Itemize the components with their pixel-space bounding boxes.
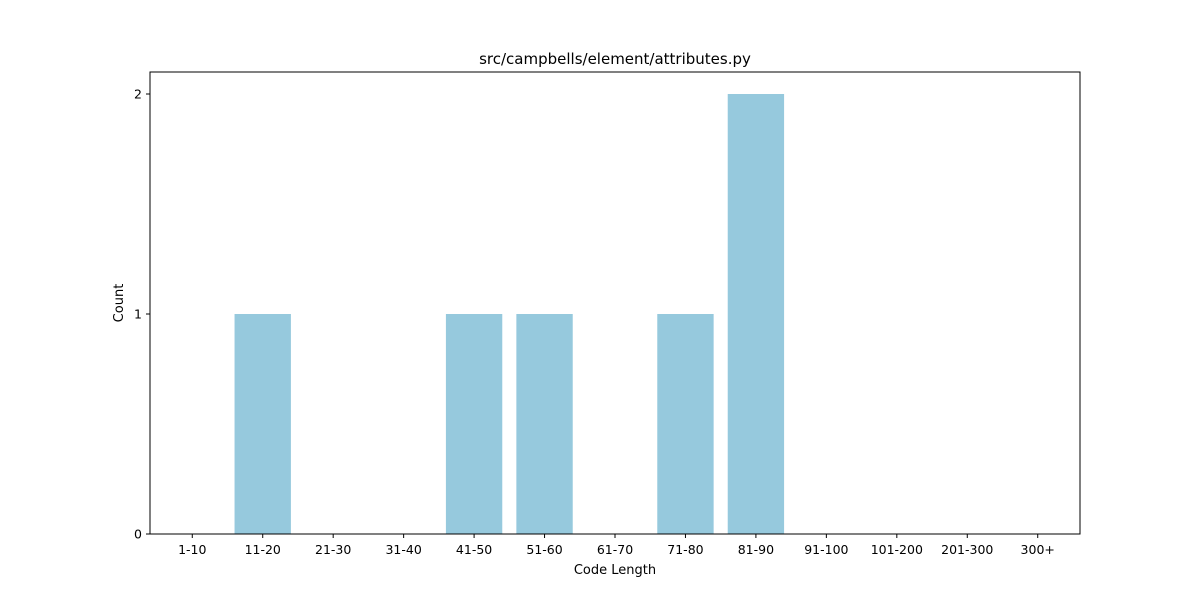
y-axis-label: Count bbox=[112, 284, 127, 323]
chart-title: src/campbells/element/attributes.py bbox=[479, 50, 751, 68]
bar-81-90 bbox=[727, 94, 785, 534]
bar-71-80 bbox=[657, 314, 714, 534]
x-tick-label: 81-90 bbox=[738, 542, 774, 557]
y-tick-label: 0 bbox=[134, 527, 142, 542]
bar-51-60 bbox=[516, 314, 573, 534]
bar-11-20 bbox=[234, 314, 291, 534]
bar-41-50 bbox=[445, 314, 503, 534]
x-tick-label: 1-10 bbox=[178, 542, 206, 557]
x-axis-ticks: 1-10 11-20 21-30 31-40 41-50 51-60 61-70 71-80 8… bbox=[178, 534, 1055, 557]
x-tick-label: 101-200 bbox=[871, 542, 923, 557]
y-tick-label: 2 bbox=[134, 87, 142, 102]
x-axis-label: Code Length bbox=[574, 563, 656, 578]
x-tick-label: 61-70 bbox=[597, 542, 633, 557]
x-tick-label: 201-300 bbox=[941, 542, 993, 557]
x-tick-label: 51-60 bbox=[526, 542, 562, 557]
x-tick-label: 11-20 bbox=[245, 542, 281, 557]
x-tick-label: 300+ bbox=[1021, 542, 1055, 557]
y-axis-ticks: 0 1 2 bbox=[134, 87, 150, 542]
x-tick-label: 31-40 bbox=[385, 542, 421, 557]
x-tick-label: 91-100 bbox=[804, 542, 848, 557]
y-tick-label: 1 bbox=[134, 307, 142, 322]
x-tick-label: 41-50 bbox=[456, 542, 492, 557]
x-tick-label: 21-30 bbox=[315, 542, 351, 557]
x-tick-label: 71-80 bbox=[667, 542, 703, 557]
bars-layer bbox=[234, 94, 785, 534]
